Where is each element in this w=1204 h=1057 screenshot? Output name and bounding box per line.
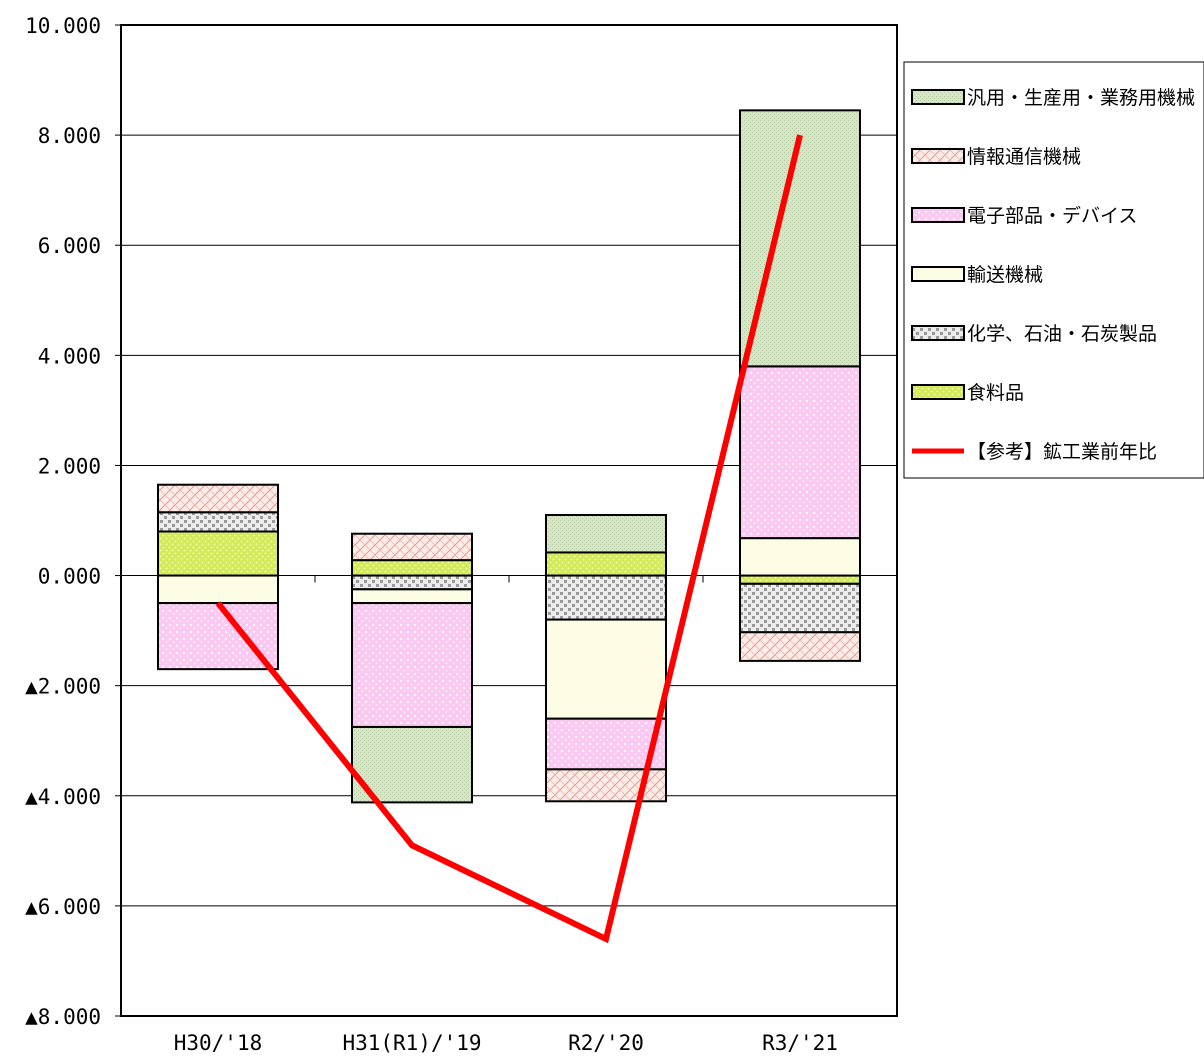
y-tick-label: ▲2.000 (25, 675, 101, 699)
y-tick-label: 0.000 (38, 565, 101, 589)
legend-label: 食料品 (967, 382, 1024, 404)
x-tick-label: H31(R1)/'19 (342, 1031, 481, 1055)
line-series (215, 134, 803, 944)
y-tick-label: 10.000 (25, 14, 101, 38)
legend: 汎用・生産用・業務用機械情報通信機械電子部品・デバイス輸送機械化学、石油・石炭製… (911, 87, 1195, 463)
y-tick-label: 4.000 (38, 344, 101, 368)
y-tick-label: 6.000 (38, 234, 101, 258)
y-tick-label: ▲4.000 (25, 785, 101, 809)
bar-segment (351, 725, 473, 804)
bar-segment (739, 631, 861, 662)
bar-segment (545, 618, 667, 720)
y-tick-label: ▲6.000 (25, 895, 101, 919)
x-tick-label: R2/'20 (568, 1031, 644, 1055)
bar-segment (351, 602, 473, 728)
bar-segment (739, 582, 861, 634)
y-tick-label: 8.000 (38, 124, 101, 148)
bar-segment (739, 574, 861, 585)
legend-label: 電子部品・デバイス (967, 205, 1137, 227)
bar-segment (351, 559, 473, 577)
x-tick-label: R3/'21 (762, 1031, 838, 1055)
legend-swatch (911, 148, 965, 164)
bar-segment (545, 574, 667, 621)
bar-segment (157, 483, 279, 514)
legend-swatch (911, 266, 965, 282)
bar-segment (545, 551, 667, 577)
bar-segment (351, 532, 473, 562)
bar-segment (157, 530, 279, 577)
bar-segment (545, 513, 667, 554)
legend-swatch (911, 207, 965, 223)
legend-label: 輸送機械 (967, 264, 1043, 286)
bar-segment (739, 109, 861, 368)
bar-segment (157, 574, 279, 605)
bar-segment (739, 537, 861, 577)
legend-label: 【参考】鉱工業前年比 (967, 441, 1157, 463)
legend-label: 化学、石油・石炭製品 (967, 323, 1157, 345)
line-path (215, 134, 803, 944)
legend-label: 情報通信機械 (967, 146, 1081, 168)
legend-swatch (911, 384, 965, 400)
x-axis-tick-labels: H30/'18 H31(R1)/'19 R2/'20 R3/'21 (174, 1031, 838, 1055)
legend-swatch (911, 89, 965, 105)
bar-segment (739, 365, 861, 540)
stacked-bars (157, 109, 861, 804)
y-axis-tick-labels: 10.000 8.000 6.000 4.000 2.000 0.000 ▲2.000 ▲4.… (25, 14, 101, 1029)
x-tick-label: H30/'18 (174, 1031, 263, 1055)
bar-segment (157, 511, 279, 533)
y-tick-label: 2.000 (38, 454, 101, 478)
y-tick-label: ▲8.000 (25, 1005, 101, 1029)
bar-segment (351, 588, 473, 605)
legend-swatch (911, 325, 965, 341)
bar-segment (351, 574, 473, 591)
legend-label: 汎用・生産用・業務用機械 (967, 87, 1195, 109)
